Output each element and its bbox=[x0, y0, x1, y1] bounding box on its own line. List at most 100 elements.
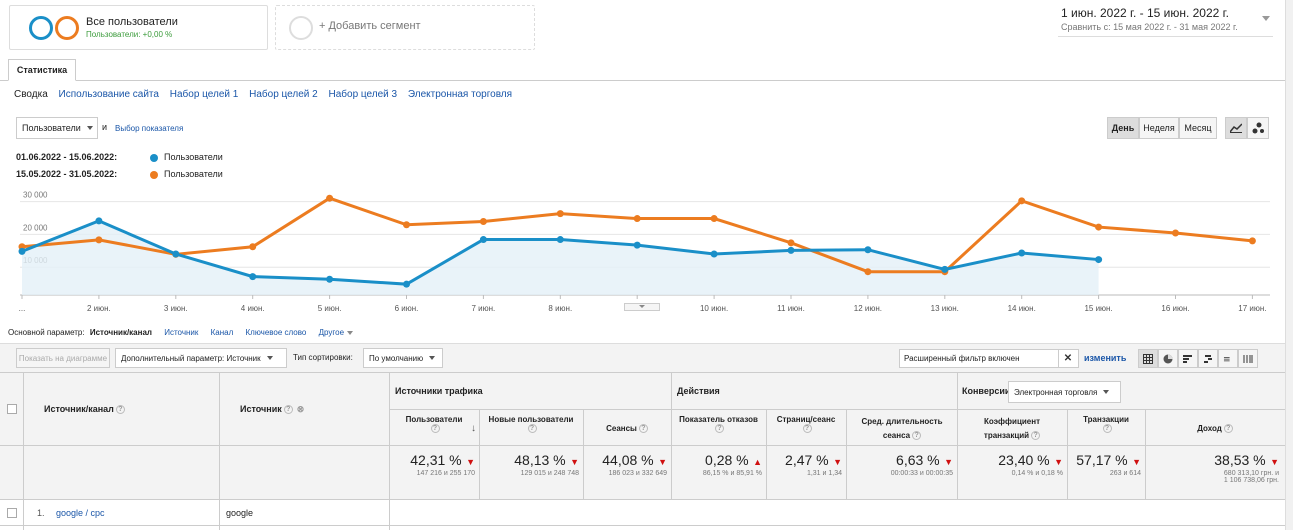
secondary-dimension-value: Дополнительный параметр: Источник bbox=[121, 353, 261, 363]
help-icon[interactable]: ? bbox=[802, 424, 812, 434]
clear-filter-icon[interactable]: ✕ bbox=[1058, 350, 1077, 367]
header-sessions[interactable]: Сеансы? bbox=[583, 424, 671, 434]
x-tick-label: 10 июн. bbox=[700, 304, 728, 312]
dimension-keyword[interactable]: Ключевое слово bbox=[245, 328, 307, 337]
subnav-site-usage[interactable]: Использование сайта bbox=[58, 89, 159, 100]
page-scrollbar[interactable] bbox=[1285, 0, 1293, 530]
x-tick-label: ... bbox=[19, 304, 26, 312]
help-icon[interactable]: ? bbox=[1223, 424, 1233, 434]
header-pages-per-session[interactable]: Страниц/сеанс? bbox=[776, 415, 836, 434]
add-segment-button[interactable]: + Добавить сегмент bbox=[275, 5, 535, 50]
data-point bbox=[1095, 223, 1103, 231]
help-icon[interactable]: ? bbox=[1102, 424, 1112, 434]
dimension-source[interactable]: Источник bbox=[164, 328, 199, 337]
line-chart-icon[interactable] bbox=[1225, 117, 1247, 139]
table-view-icon[interactable] bbox=[1138, 349, 1158, 368]
y-tick-label: 20 000 bbox=[23, 223, 48, 232]
help-icon[interactable]: ? bbox=[715, 424, 724, 434]
header-users[interactable]: Пользователи? ↓ bbox=[405, 415, 476, 434]
table-row[interactable]: 1. google / cpc google bbox=[0, 500, 479, 530]
data-point bbox=[326, 275, 334, 283]
term-cloud-view-icon[interactable]: ≡ bbox=[1218, 349, 1238, 368]
granularity-day-button[interactable]: День bbox=[1107, 117, 1139, 139]
sort-label: Тип сортировки: bbox=[293, 353, 353, 362]
data-point bbox=[18, 247, 26, 255]
total-new-users: 48,13 % ▼ 129 015 и 248 748 bbox=[514, 452, 579, 477]
subnav-goal-set-1[interactable]: Набор целей 1 bbox=[169, 89, 239, 100]
header-bounce-rate[interactable]: Показатель отказов? bbox=[679, 415, 758, 434]
pie-view-icon[interactable] bbox=[1158, 349, 1178, 368]
tab-statistics[interactable]: Статистика bbox=[8, 59, 76, 81]
data-point bbox=[95, 236, 103, 244]
motion-chart-icon[interactable] bbox=[1247, 117, 1269, 139]
plot-rows-button[interactable]: Показать на диаграмме bbox=[16, 348, 110, 368]
date-range-picker[interactable]: 1 июн. 2022 г. - 15 июн. 2022 г. Сравнит… bbox=[1058, 4, 1273, 36]
segment-ring-orange-icon bbox=[55, 16, 79, 40]
secondary-dimension-select[interactable]: Дополнительный параметр: Источник bbox=[115, 348, 287, 368]
conversion-type-select[interactable]: Электронная торговля bbox=[1008, 381, 1121, 403]
row-checkbox[interactable] bbox=[7, 508, 17, 518]
and-label: и bbox=[102, 122, 108, 132]
header-conversion-rate[interactable]: Коэффициент транзакций? bbox=[983, 417, 1041, 441]
performance-view-icon[interactable] bbox=[1178, 349, 1198, 368]
chart-resize-handle[interactable] bbox=[624, 303, 660, 311]
x-tick-label: 3 июн. bbox=[164, 304, 188, 312]
down-arrow-icon: ▼ bbox=[658, 457, 667, 467]
choose-metric-link[interactable]: Выбор показателя bbox=[115, 124, 184, 133]
primary-dimension-bar: Основной параметр: Источник/канал Источн… bbox=[8, 328, 354, 337]
x-tick-label: 15 июн. bbox=[1084, 304, 1112, 312]
remove-dimension-icon[interactable]: ⊗ bbox=[296, 404, 305, 414]
header-avg-session-duration[interactable]: Сред. длительность сеанса? bbox=[861, 417, 943, 441]
header-transactions[interactable]: Транзакции? bbox=[1083, 415, 1129, 434]
primary-dimension-active[interactable]: Источник/канал bbox=[89, 328, 152, 337]
help-icon[interactable]: ? bbox=[430, 424, 440, 434]
data-point bbox=[941, 265, 949, 273]
svg-text:≡: ≡ bbox=[1223, 355, 1231, 364]
select-all-checkbox[interactable] bbox=[7, 404, 17, 414]
conversion-type-value: Электронная торговля bbox=[1014, 387, 1098, 397]
filter-input[interactable]: Расширенный фильтр включен bbox=[899, 349, 1079, 368]
data-point bbox=[556, 210, 564, 218]
group-behavior: Действия bbox=[677, 386, 720, 396]
edit-filter-link[interactable]: изменить bbox=[1084, 353, 1127, 363]
help-icon[interactable]: ? bbox=[527, 424, 537, 434]
header-revenue[interactable]: Доход? bbox=[1145, 424, 1285, 434]
subnav-overview[interactable]: Сводка bbox=[14, 89, 48, 100]
legend-range-1: 01.06.2022 - 15.06.2022: bbox=[16, 152, 118, 162]
dimension-medium[interactable]: Канал bbox=[210, 328, 234, 337]
chevron-down-icon bbox=[429, 356, 436, 360]
sort-type-select[interactable]: По умолчанию bbox=[363, 348, 443, 368]
header-source[interactable]: Источник? ⊗ bbox=[240, 404, 305, 415]
data-point bbox=[249, 273, 257, 281]
help-icon[interactable]: ? bbox=[283, 405, 293, 415]
subnav-goal-set-3[interactable]: Набор целей 3 bbox=[328, 89, 398, 100]
total-sessions: 44,08 % ▼ 186 023 и 332 649 bbox=[602, 452, 667, 477]
dimension-other[interactable]: Другое bbox=[318, 328, 345, 337]
help-icon[interactable]: ? bbox=[1031, 431, 1041, 441]
metric-select[interactable]: Пользователи bbox=[16, 117, 98, 139]
granularity-month-button[interactable]: Месяц bbox=[1179, 117, 1217, 139]
data-table: Источник/канал? Источник? ⊗ Источники тра… bbox=[0, 372, 1285, 530]
chevron-down-icon bbox=[347, 330, 354, 335]
total-pages-per-session: 2,47 % ▼ 1,31 и 1,34 bbox=[785, 452, 842, 477]
sort-desc-icon[interactable]: ↓ bbox=[471, 423, 476, 434]
subnav-ecommerce[interactable]: Электронная торговля bbox=[407, 89, 513, 100]
x-tick-label: 14 июн. bbox=[1008, 304, 1036, 312]
help-icon[interactable]: ? bbox=[638, 424, 648, 434]
pivot-view-icon[interactable] bbox=[1238, 349, 1258, 368]
row-source-medium-link[interactable]: google / cpc bbox=[56, 508, 105, 518]
y-tick-label: 30 000 bbox=[23, 191, 48, 200]
header-source-medium[interactable]: Источник/канал? bbox=[44, 404, 125, 415]
help-icon[interactable]: ? bbox=[912, 431, 922, 441]
down-arrow-icon: ▼ bbox=[1132, 457, 1141, 467]
data-point bbox=[249, 243, 257, 251]
header-new-users[interactable]: Новые пользователи? bbox=[488, 415, 574, 434]
x-tick-label: 6 июн. bbox=[395, 304, 419, 312]
granularity-week-button[interactable]: Неделя bbox=[1139, 117, 1179, 139]
subnav-goal-set-2[interactable]: Набор целей 2 bbox=[249, 89, 318, 100]
segment-all-users[interactable]: Все пользователи Пользователи: +0,00 % bbox=[9, 5, 268, 50]
help-icon[interactable]: ? bbox=[115, 405, 125, 415]
comparison-view-icon[interactable] bbox=[1198, 349, 1218, 368]
